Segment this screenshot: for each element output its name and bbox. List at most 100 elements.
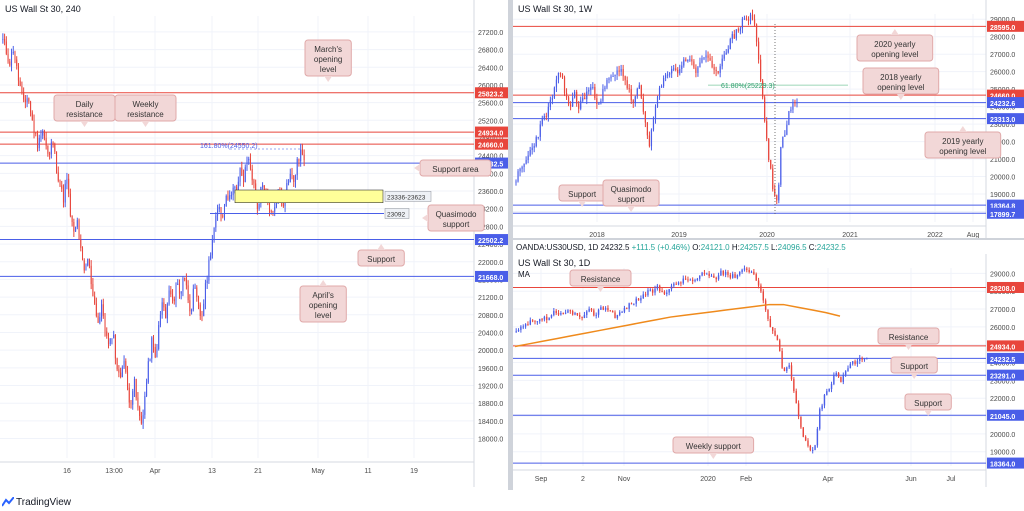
candle-body — [24, 99, 26, 103]
candle-body — [687, 60, 689, 62]
candle-body — [703, 57, 705, 59]
candle-body — [99, 317, 101, 323]
candle-body — [630, 303, 633, 305]
candle-body — [559, 72, 562, 75]
y-tick-label: 18800.0 — [478, 401, 503, 408]
callout-text: Support area — [432, 165, 479, 174]
candle-body — [237, 181, 239, 192]
level-price-label: 21668.0 — [478, 275, 503, 282]
callout-text: opening level — [877, 83, 924, 92]
ohlc-header-part: L: — [771, 243, 778, 252]
callout-resistance-top: Resistance — [569, 269, 632, 292]
candle-body — [569, 310, 572, 312]
candle-body — [517, 329, 520, 332]
candle-body — [2, 39, 4, 41]
candle-body — [796, 102, 798, 104]
candle-body — [664, 74, 667, 78]
x-tick-label: 2022 — [927, 232, 943, 238]
candle-body — [213, 227, 215, 240]
candle-body — [45, 138, 47, 146]
callout-arrow — [924, 410, 933, 416]
x-tick-label: Apr — [150, 468, 162, 475]
candle-body — [795, 391, 797, 404]
callout-text: Resistance — [889, 333, 929, 342]
y-tick-label: 20400.0 — [478, 330, 503, 337]
candle-body — [608, 78, 610, 80]
level-price-label: 28208.0 — [990, 286, 1015, 293]
ohlc-header-part: H: — [732, 243, 740, 252]
y-tick-label: 24000.0 — [990, 105, 1015, 112]
candle-body — [208, 259, 210, 281]
candle-body — [755, 24, 758, 42]
chart-panel-weekly[interactable]: 18000.019000.020000.021000.022000.023000… — [513, 0, 1024, 239]
candle-body — [826, 391, 828, 395]
y-tick-label: 22400.0 — [478, 242, 503, 249]
candle-body — [137, 397, 139, 408]
candle-body — [747, 19, 750, 22]
candle-body — [694, 280, 696, 282]
candle-body — [659, 285, 661, 292]
candle-body — [553, 87, 556, 98]
candle-body — [743, 18, 746, 20]
candle-body — [156, 348, 158, 358]
candle-body — [715, 69, 717, 72]
level-price-label: 23291.0 — [990, 374, 1015, 381]
candle-body — [588, 90, 590, 92]
candle-body — [604, 87, 606, 90]
quasimodo-price-label: 23092 — [387, 211, 405, 218]
candle-body — [668, 289, 670, 293]
candle-body — [626, 307, 628, 309]
candle-body — [654, 106, 657, 119]
candle-body — [592, 86, 594, 88]
candle-body — [69, 193, 71, 216]
chart-panel-4h[interactable]: 18000.0 18400.0 18800.0 19200.0 19600.0 20000… — [0, 0, 508, 487]
candle-body — [14, 51, 16, 60]
chart-title: US Wall St 30, 1W — [518, 4, 593, 14]
callout-arrow — [904, 344, 913, 350]
candle-body — [788, 365, 790, 368]
candle-body — [586, 91, 588, 100]
candle-body — [594, 86, 596, 99]
candle-body — [9, 61, 11, 66]
candle-body — [697, 67, 699, 73]
candle-body — [229, 195, 231, 200]
candle-body — [648, 135, 651, 147]
candle-body — [634, 96, 636, 104]
candle-body — [49, 153, 51, 155]
candle-body — [118, 369, 120, 373]
y-tick-label: 28000.0 — [990, 35, 1015, 42]
panel-divider-horizontal[interactable] — [513, 238, 1024, 240]
candle-body — [757, 41, 760, 60]
candle-body — [833, 374, 835, 385]
callout-arrow — [890, 29, 899, 35]
candle-body — [691, 279, 694, 282]
candle-body — [549, 99, 551, 107]
candle-body — [529, 150, 531, 156]
level-price-tag — [987, 113, 1024, 125]
candle-body — [519, 168, 521, 172]
candle-body — [567, 97, 570, 105]
callout-text: Quasimodo — [611, 185, 652, 194]
candle-body — [262, 185, 264, 188]
candle-body — [729, 274, 732, 278]
y-tick-label: 26000.0 — [990, 70, 1015, 77]
candle-body — [640, 85, 642, 98]
callout-text: level — [320, 65, 337, 74]
chart-panel-daily[interactable]: 19000.020000.021000.022000.023000.024000… — [513, 254, 1024, 487]
candle-body — [203, 303, 205, 317]
panel-divider-vertical[interactable] — [508, 0, 513, 490]
candle-body — [520, 326, 522, 330]
candle-body — [759, 59, 762, 81]
candle-body — [73, 222, 75, 232]
candle-body — [135, 379, 137, 398]
candle-body — [533, 146, 535, 148]
candle-body — [683, 59, 685, 66]
level-price-tag — [987, 281, 1024, 293]
x-tick-label: 11 — [364, 468, 371, 475]
candle-body — [741, 269, 743, 272]
candle-body — [561, 74, 564, 78]
candle-body — [123, 361, 125, 368]
y-tick-label: 19200.0 — [478, 384, 503, 391]
candle-body — [106, 331, 108, 336]
